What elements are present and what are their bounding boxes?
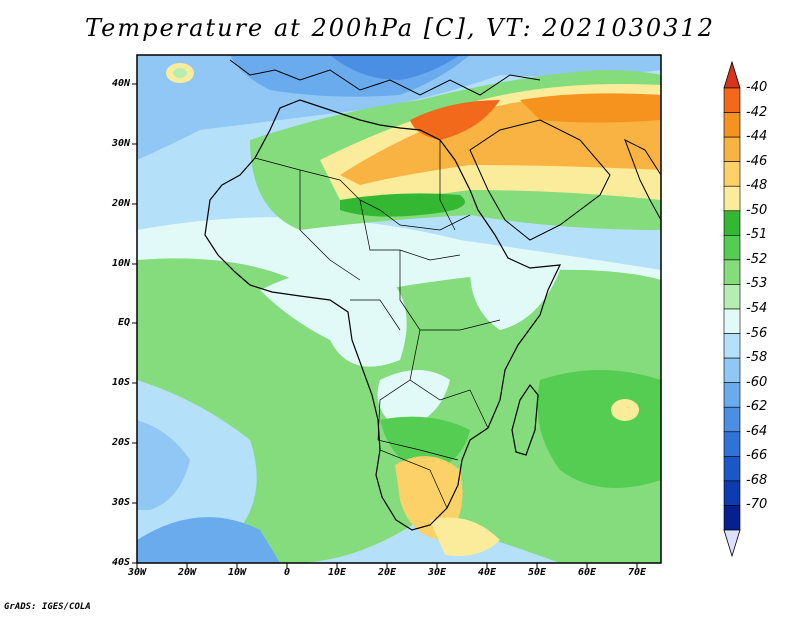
temperature-field	[137, 55, 661, 563]
madagascar-coastline	[511, 383, 539, 456]
colorbar-label: -54	[746, 301, 768, 316]
colorbar-label: -44	[746, 129, 768, 145]
colorbar-swatch	[723, 505, 741, 531]
colorbar-swatch	[723, 406, 741, 433]
colorbar-label: -51	[746, 227, 768, 243]
colorbar-swatch	[723, 185, 741, 212]
chart-title: Temperature at 200hPa [C], VT: 202103031…	[85, 14, 715, 42]
colorbar-label: -60	[746, 374, 768, 390]
colorbar-label: -53	[746, 276, 768, 292]
lon-tick-10e: 10E	[327, 567, 347, 578]
country-borders	[254, 140, 501, 509]
colorbar-swatch	[723, 87, 741, 113]
lon-tick-20w: 20W	[177, 567, 197, 578]
colorbar-label: -62	[746, 399, 768, 415]
colorbar	[723, 60, 741, 558]
lat-tick-30n: 30N	[111, 138, 130, 149]
lat-tick-10s: 10S	[111, 377, 130, 388]
africa-coastline	[204, 99, 562, 531]
lat-tick-40s: 40S	[111, 557, 130, 568]
colorbar-bottom-arrow	[723, 529, 741, 558]
colorbar-label: -48	[746, 178, 768, 194]
colorbar-label: -68	[746, 472, 768, 488]
lat-tick-10n: 10N	[111, 258, 130, 269]
lon-tick-10w: 10W	[227, 567, 247, 578]
europe-coastline	[229, 59, 541, 96]
colorbar-swatch	[723, 235, 741, 261]
colorbar-label: -56	[746, 325, 768, 341]
colorbar-label: -66	[746, 448, 768, 464]
colorbar-swatch	[723, 210, 741, 236]
colorbar-swatch	[723, 161, 741, 187]
lon-tick-30w: 30W	[127, 567, 147, 578]
colorbar-swatch	[723, 308, 741, 334]
lon-tick-40e: 40E	[477, 567, 497, 578]
lat-tick-eq: EQ	[117, 317, 130, 328]
lat-tick-30s: 30S	[111, 497, 130, 508]
lat-tick-40n: 40N	[111, 78, 130, 89]
colorbar-swatch	[723, 136, 741, 162]
colorbar-swatch	[723, 284, 741, 310]
colorbar-swatch	[723, 382, 741, 408]
colorbar-label: -70	[746, 497, 768, 513]
axis-ticks	[132, 83, 638, 568]
lon-tick-50e: 50E	[527, 567, 547, 578]
lat-tick-20s: 20S	[111, 437, 130, 448]
colorbar-label: -52	[746, 251, 768, 267]
colorbar-swatch	[723, 431, 741, 457]
lon-tick-30e: 30E	[427, 567, 447, 578]
colorbar-swatch	[723, 333, 741, 359]
colorbar-label: -42	[746, 104, 768, 120]
footer-credit: GrADS: IGES/COLA	[4, 602, 91, 612]
colorbar-swatch	[723, 456, 741, 482]
colorbar-swatch	[723, 112, 741, 138]
colorbar-label: -46	[746, 153, 768, 169]
plot-frame	[136, 54, 662, 564]
colorbar-top-arrow	[723, 60, 741, 89]
colorbar-label: -58	[746, 350, 768, 366]
colorbar-swatch	[723, 357, 741, 383]
lon-tick-70e: 70E	[627, 567, 647, 578]
lat-tick-20n: 20N	[111, 198, 130, 209]
colorbar-label: -50	[746, 202, 768, 218]
arabia-coastline	[469, 119, 611, 241]
lon-tick-0: 0	[283, 567, 291, 578]
colorbar-label: -64	[746, 423, 768, 439]
colorbar-swatch	[723, 480, 741, 506]
colorbar-swatch	[723, 259, 741, 285]
colorbar-label: -40	[746, 80, 768, 95]
lon-tick-20e: 20E	[377, 567, 397, 578]
lon-tick-60e: 60E	[577, 567, 597, 578]
